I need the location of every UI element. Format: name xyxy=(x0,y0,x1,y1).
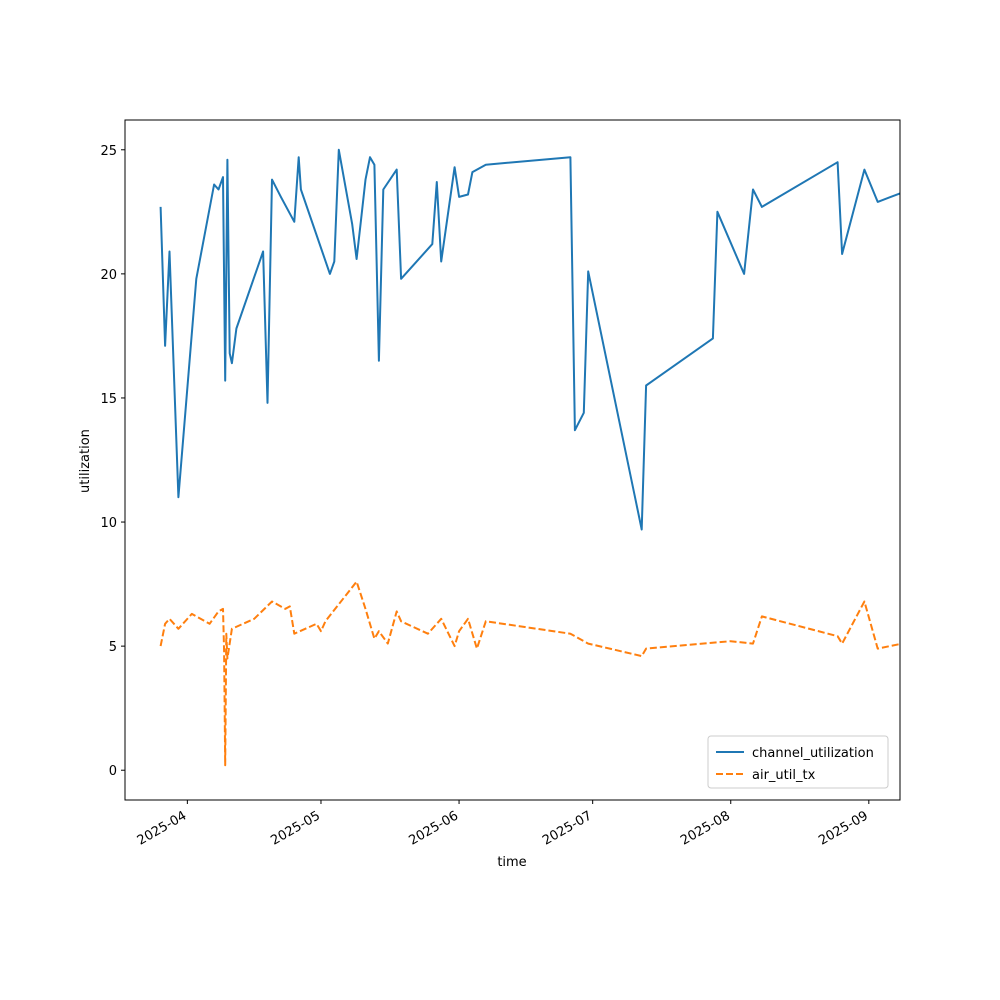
x-tick-label: 2025-05 xyxy=(268,808,323,848)
legend-box xyxy=(707,735,889,789)
x-axis-label: time xyxy=(497,855,526,870)
series-line-2 xyxy=(159,580,900,767)
series-line-1 xyxy=(159,148,900,531)
x-tick-label: 2025-06 xyxy=(407,808,462,848)
x-tick-label: 2025-04 xyxy=(135,808,190,848)
plot-area xyxy=(124,119,901,801)
plot-frame xyxy=(124,119,901,801)
legend-label: channel_utilization xyxy=(752,746,874,761)
legend: channel_utilization air_util_tx xyxy=(707,735,889,789)
x-tick-label: 2025-07 xyxy=(540,808,595,848)
y-tick-label: 0 xyxy=(109,764,117,779)
x-axis: 2025-04 2025-05 2025-06 2025-07 2025-08 2025-… xyxy=(135,800,871,849)
y-tick-label: 10 xyxy=(100,516,117,531)
y-tick-label: 15 xyxy=(100,392,117,407)
y-tick-label: 5 xyxy=(109,640,117,655)
y-tick-label: 25 xyxy=(100,144,117,159)
legend-label: air_util_tx xyxy=(752,768,816,783)
x-tick-label: 2025-09 xyxy=(816,808,871,848)
y-axis: 0 5 10 15 20 25 xyxy=(100,144,125,779)
y-tick-label: 20 xyxy=(100,268,117,283)
x-tick-label: 2025-08 xyxy=(678,808,733,848)
y-axis-label: utilization xyxy=(78,429,93,493)
